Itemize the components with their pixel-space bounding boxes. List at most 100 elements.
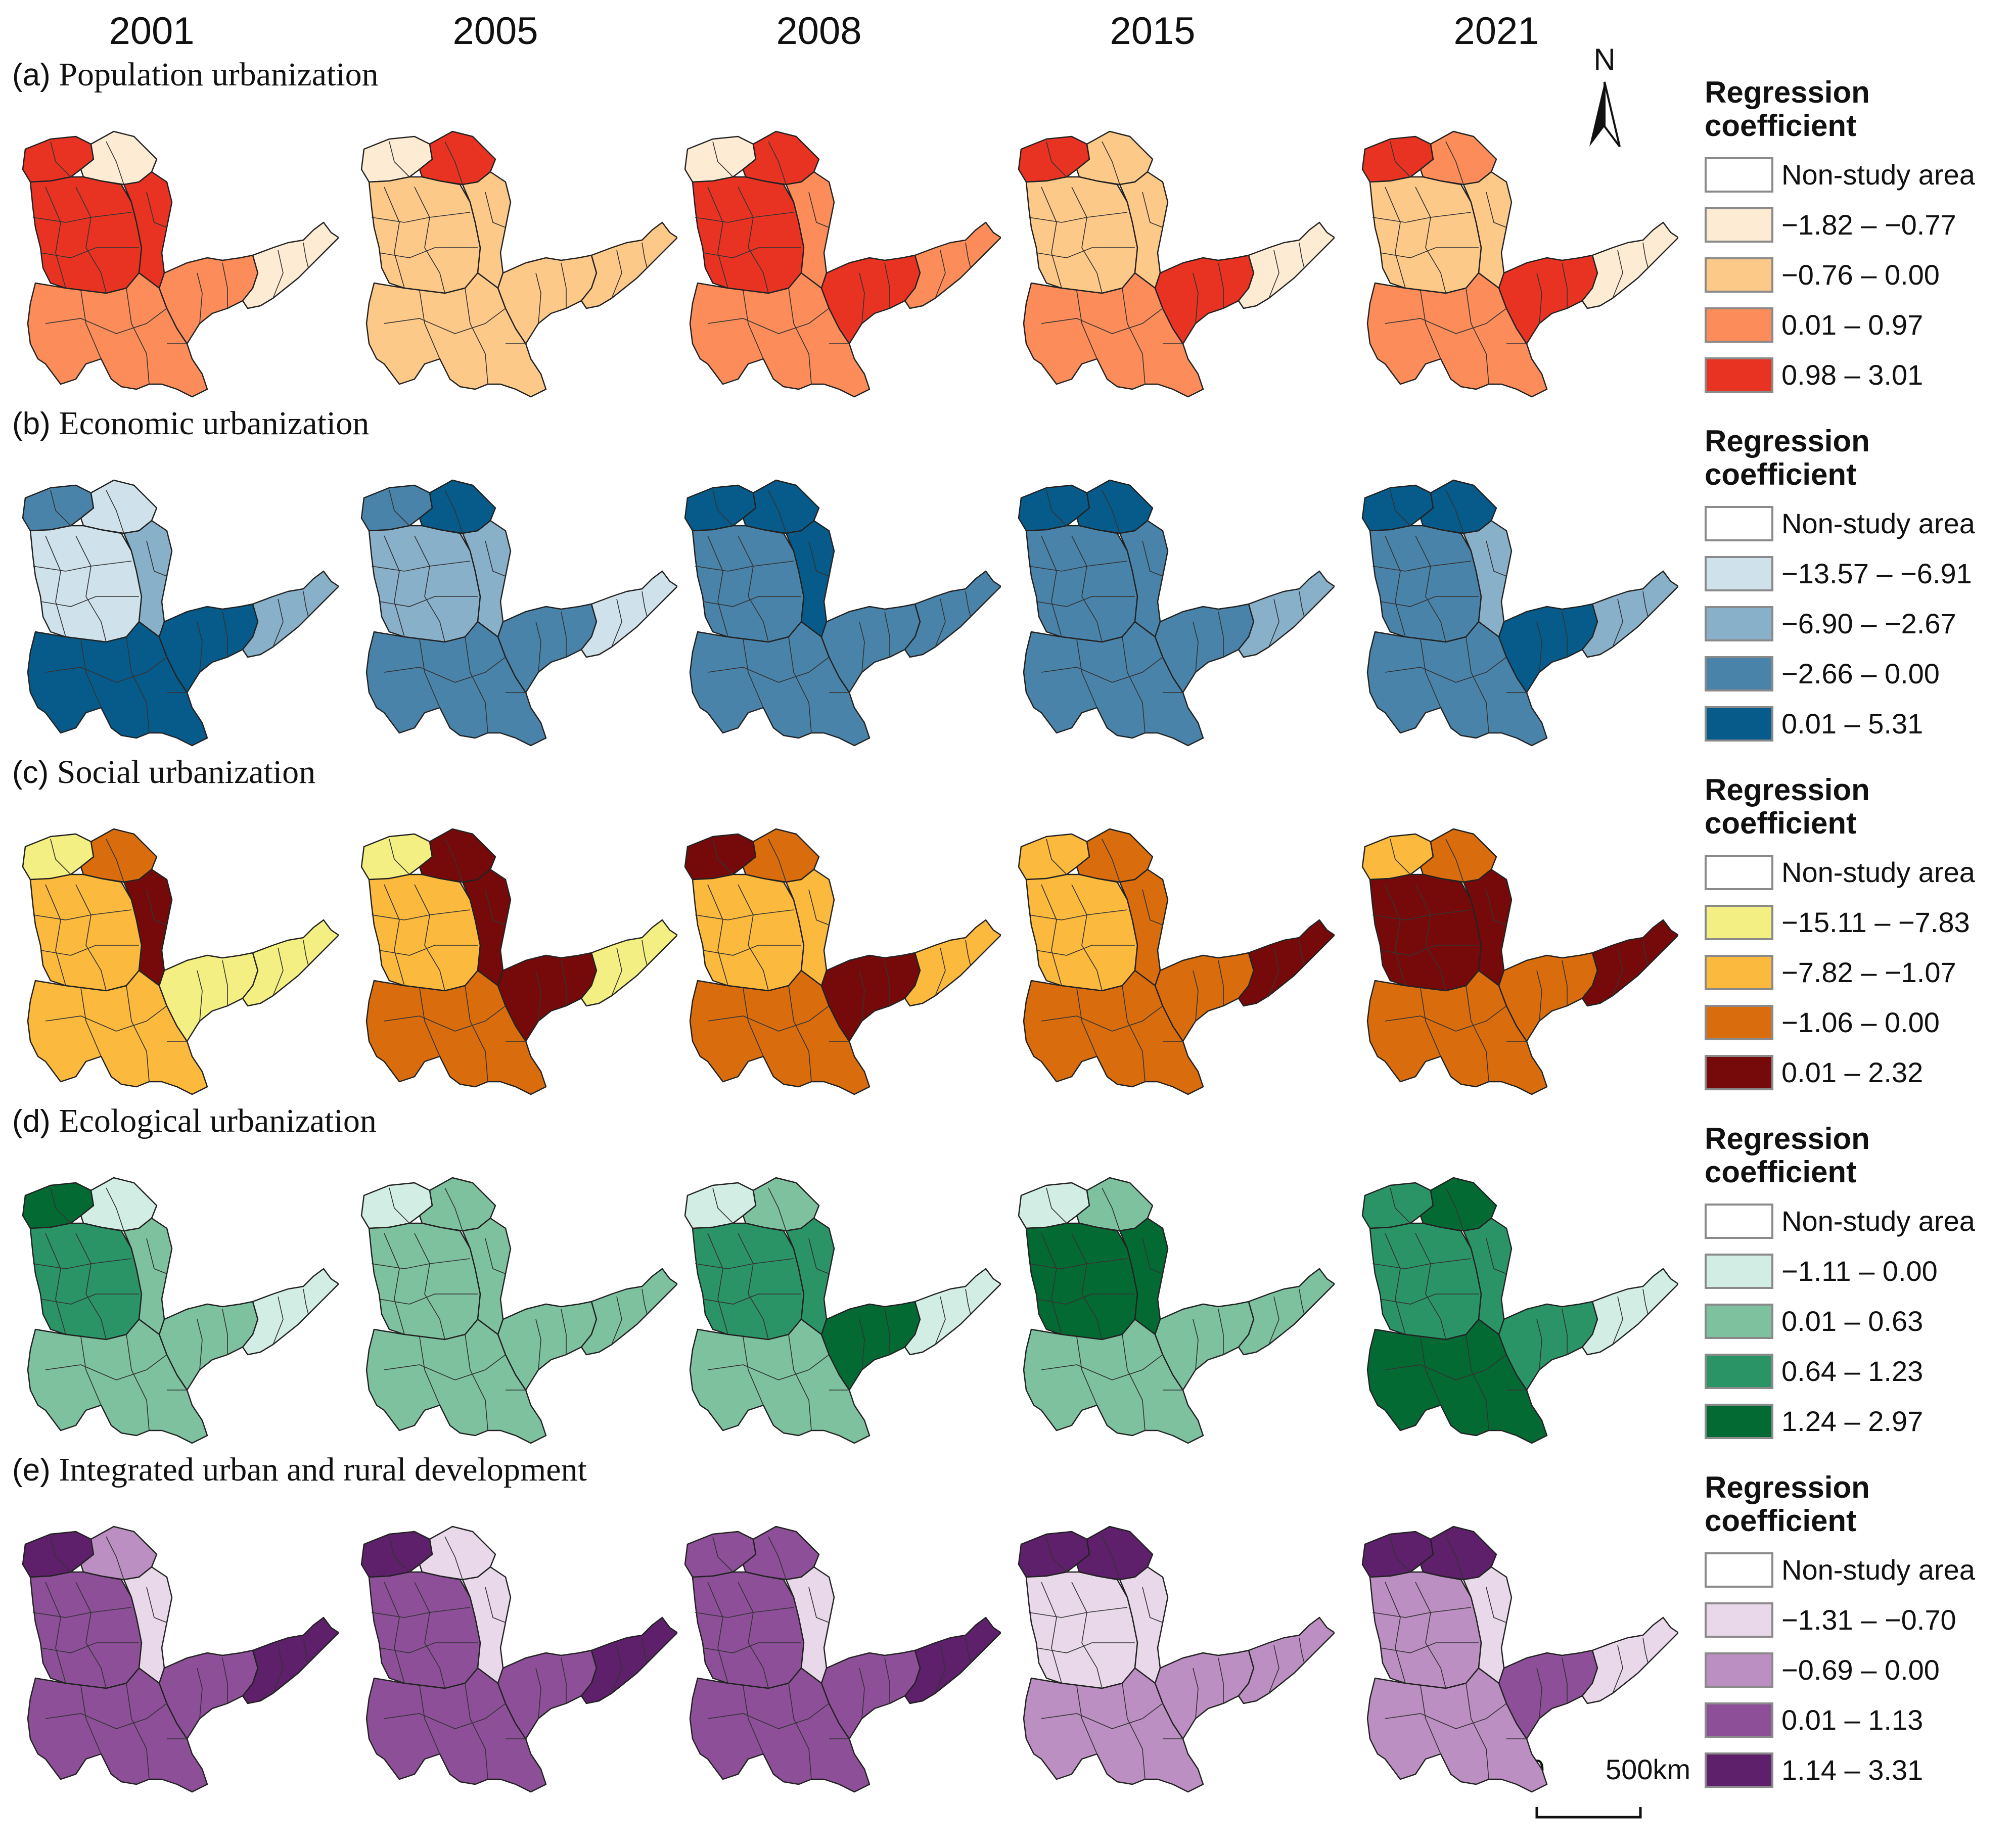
district-boundary — [1041, 1233, 1062, 1335]
district-boundary — [695, 561, 794, 572]
district-boundary — [32, 212, 132, 223]
legend-label: Non-study area — [1781, 1205, 1975, 1237]
legend-row: 0.01 – 0.63 — [1705, 1296, 2008, 1346]
legend-swatch — [1705, 1054, 1773, 1090]
map-region — [368, 176, 481, 294]
map-b-2015 — [1018, 479, 1335, 747]
legend-label: −1.06 – 0.00 — [1781, 1006, 1940, 1038]
district-boundary — [1046, 1536, 1067, 1573]
district-boundary — [465, 636, 488, 733]
district-boundary — [1046, 490, 1067, 526]
map-region — [27, 272, 208, 398]
district-boundary — [444, 1536, 463, 1580]
legend-swatch — [1705, 357, 1773, 393]
district-boundary — [1268, 1296, 1279, 1345]
district-boundary — [965, 940, 971, 966]
district-boundary — [859, 970, 865, 1022]
district-boundary — [768, 1187, 787, 1231]
district-boundary — [32, 561, 132, 572]
district-boundary — [371, 212, 471, 223]
district-boundary — [1536, 621, 1542, 673]
district-boundary — [303, 591, 309, 617]
district-boundary — [1390, 141, 1411, 177]
district-boundary — [371, 1258, 471, 1269]
map-region — [1025, 1222, 1138, 1341]
district-boundary — [1036, 1293, 1135, 1305]
map-region — [692, 176, 805, 294]
district-boundary — [485, 540, 506, 577]
district-boundary — [1102, 490, 1120, 534]
map-region — [692, 873, 805, 992]
map-region — [365, 1667, 547, 1793]
district-boundary — [768, 490, 787, 534]
legend-label: 1.24 – 2.97 — [1781, 1405, 1924, 1437]
legend-swatch — [1705, 854, 1773, 890]
north-label: N — [1593, 42, 1615, 76]
district-boundary — [788, 1683, 812, 1780]
district-boundary — [45, 1703, 167, 1729]
district-boundary — [1372, 212, 1472, 223]
district-boundary — [808, 540, 830, 577]
district-boundary — [1385, 308, 1507, 334]
legend-row: 0.01 – 2.32 — [1705, 1047, 2008, 1097]
legend-row: −7.82 – −1.07 — [1705, 947, 2008, 997]
district-boundary — [303, 940, 309, 966]
district-boundary — [1415, 1233, 1446, 1340]
district-boundary — [1385, 1233, 1406, 1335]
district-boundary — [1380, 247, 1479, 258]
district-boundary — [1036, 1642, 1135, 1653]
legend-row: 0.98 – 3.01 — [1705, 350, 2008, 400]
panel-title-text: Economic urbanization — [50, 405, 370, 442]
district-boundary — [1041, 657, 1163, 683]
map-region — [1025, 525, 1138, 643]
map-region — [1238, 1268, 1335, 1356]
map-region — [1366, 621, 1548, 747]
map-region — [904, 1616, 1001, 1704]
district-boundary — [965, 591, 971, 617]
district-boundary — [712, 839, 734, 875]
map-region — [242, 919, 339, 1007]
district-boundary — [485, 1587, 506, 1623]
district-boundary — [1385, 535, 1406, 637]
district-boundary — [935, 598, 946, 648]
district-boundary — [465, 985, 488, 1082]
legend-row: 1.14 – 3.31 — [1705, 1745, 2008, 1795]
legend-swatch — [1705, 257, 1773, 293]
district-boundary — [808, 1587, 830, 1623]
district-boundary — [45, 1582, 66, 1684]
district-boundary — [45, 1354, 167, 1380]
district-boundary — [702, 1293, 801, 1305]
legend-row: 0.01 – 5.31 — [1705, 699, 2008, 749]
district-boundary — [702, 945, 801, 956]
map-region — [1369, 1571, 1482, 1689]
legend-swatch — [1705, 157, 1773, 193]
district-boundary — [45, 657, 167, 683]
district-boundary — [1486, 192, 1507, 228]
district-boundary — [1299, 1288, 1305, 1315]
district-boundary — [1420, 1336, 1441, 1406]
district-boundary — [106, 490, 124, 534]
district-boundary — [384, 657, 506, 683]
district-boundary — [50, 1536, 71, 1573]
district-boundary — [414, 1582, 445, 1689]
legend-label: −1.82 – −0.77 — [1781, 209, 1956, 241]
district-boundary — [389, 839, 410, 875]
district-boundary — [884, 1657, 890, 1703]
map-region — [580, 1616, 677, 1704]
legend: Regression coefficient Non-study area −13.… — [1705, 425, 2008, 749]
district-boundary — [695, 1258, 794, 1269]
district-boundary — [1562, 960, 1568, 1006]
district-boundary — [384, 1582, 405, 1684]
map-region — [689, 969, 871, 1095]
scale-bar: 0 500km — [1529, 1753, 1690, 1819]
map-region — [1366, 1667, 1548, 1793]
district-boundary — [444, 1187, 463, 1231]
legend-label: Non-study area — [1781, 856, 1975, 888]
district-boundary — [535, 272, 541, 324]
district-boundary — [1445, 490, 1464, 534]
district-boundary — [1486, 889, 1507, 926]
district-boundary — [642, 591, 648, 617]
district-boundary — [75, 884, 107, 991]
district-boundary — [371, 909, 471, 920]
district-boundary — [1102, 141, 1120, 185]
